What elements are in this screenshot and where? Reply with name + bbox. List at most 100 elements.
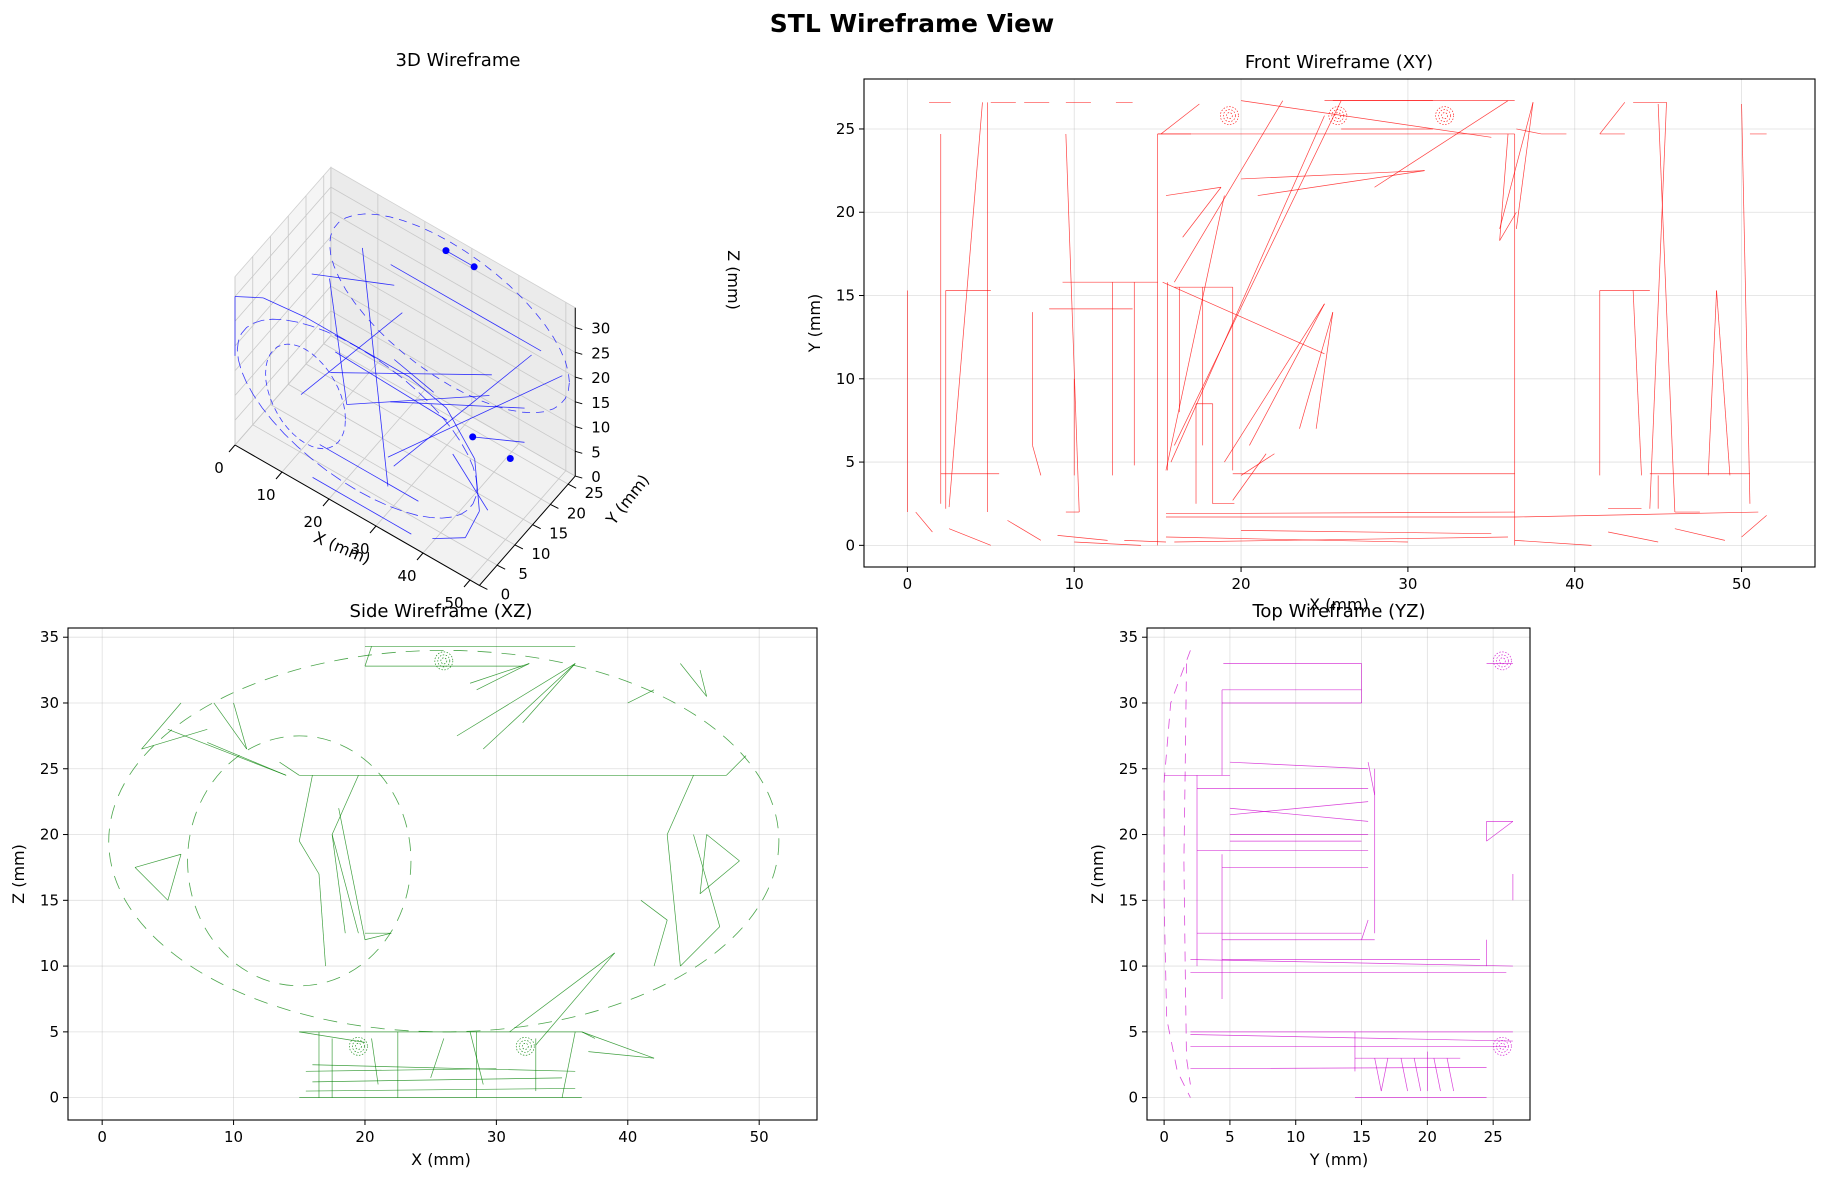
grid3d-z-left (234, 335, 332, 446)
tick3d-y-mark (532, 524, 541, 530)
top-xlabel: Y (mm) (1309, 1150, 1369, 1169)
top-xtick-label: 10 (1286, 1128, 1305, 1146)
wire3d-segment (472, 436, 525, 443)
side-wire-segment (680, 663, 707, 697)
tick3d-y-mark (496, 564, 506, 570)
front-ytick-label: 5 (845, 453, 855, 471)
top-wire-segment (1486, 821, 1514, 842)
wire3d-segment (393, 359, 434, 393)
front-wire-segment (1299, 312, 1334, 429)
tick3d-x-label: 20 (303, 513, 322, 531)
side-wire-segment (726, 755, 747, 776)
side-hole-ring (521, 1042, 529, 1050)
front-wire-segment (1499, 212, 1517, 241)
front-wire-segment (1516, 128, 1542, 135)
side-wire-segment (312, 1064, 576, 1072)
side-wire-segment (167, 728, 287, 776)
side-hole-ring (355, 1042, 362, 1050)
tick3d-y-mark (550, 503, 559, 509)
grid3d-y-floor (288, 383, 533, 525)
wire3d-hole (470, 263, 478, 271)
side-wire-ring (108, 649, 780, 1033)
grid3d-x-floor (281, 362, 379, 473)
top-hole-ring (1493, 1036, 1512, 1056)
side-wire-segment (706, 834, 740, 862)
side-wire-segment (364, 932, 392, 941)
wire3d-segment (362, 247, 389, 487)
front-wire-segment (1315, 312, 1334, 429)
side-xlabel: X (mm) (411, 1150, 471, 1169)
front-hole-ring (1441, 112, 1448, 119)
side-wire-segment (699, 670, 707, 697)
grid3d-z-back (330, 285, 576, 427)
top-wire-segment (1229, 807, 1369, 822)
front-ytick-label: 10 (836, 370, 855, 388)
front-wire-segment (1057, 535, 1108, 541)
side-ytick-label: 10 (40, 957, 59, 975)
front-wire-segment (1174, 100, 1284, 283)
side-xtick-label: 20 (355, 1128, 374, 1146)
front-wire-segment (1707, 290, 1717, 476)
side-wire-segment (167, 854, 182, 901)
top-xtick-label: 5 (1225, 1128, 1235, 1146)
side-hole-ring (518, 1039, 532, 1053)
top-xtick-label: 15 (1352, 1128, 1371, 1146)
wire3d-segment (390, 401, 525, 409)
side-wire-segment (640, 900, 668, 921)
side-frame (67, 627, 818, 1121)
side-wire-segment (535, 952, 615, 1046)
grid3d-y-floor (305, 363, 551, 505)
top-hole-ring (1496, 1039, 1509, 1053)
front-wire-segment (1241, 170, 1425, 180)
panel-3d-title: 3D Wireframe (396, 50, 521, 71)
side-ytick-label: 5 (49, 1023, 59, 1041)
front-ytick-label: 0 (845, 536, 855, 554)
side-wire-segment (312, 1077, 563, 1083)
front-hole-ring (1334, 112, 1342, 119)
side-wire-segment (364, 646, 372, 667)
front-wire-segment (1162, 281, 1325, 355)
top-xtick-label: 0 (1159, 1128, 1169, 1146)
wire3d-segment (311, 273, 395, 286)
grid3d-z-back (330, 236, 576, 378)
tick3d-z-label: 0 (591, 468, 601, 486)
tick3d-y-mark (567, 483, 577, 489)
grid3d-z-left (234, 310, 332, 421)
panel-front-wireframe: Front Wireframe (XY) 0 10 20 30 40 50 0 5 10 15 20… (805, 52, 1816, 614)
side-ytick-label: 25 (40, 760, 59, 778)
grid3d-z-left (234, 236, 332, 347)
panel-side-wireframe: Side Wireframe (XZ) 0 10 20 30 40 50 0 5 10 15 20 2… (9, 601, 818, 1169)
tick3d-z-label: 20 (591, 369, 610, 387)
wire3d-segment (346, 395, 490, 405)
panel-front-title: Front Wireframe (XY) (1245, 52, 1433, 73)
front-wire-segment (1232, 453, 1267, 501)
tick3d-x-mark (322, 498, 330, 507)
front-wire-segment (1160, 103, 1200, 135)
top-wire-segment (1190, 1034, 1513, 1042)
side-wire-segment (627, 689, 655, 704)
panel-top-wireframe: 0 5 10 15 20 25 0 5 10 15 20 25 30 35 Top Wireframe (… (1088, 601, 1531, 1169)
tick3d-y-label: 20 (567, 504, 586, 522)
front-hole-ring (1438, 109, 1451, 122)
wire3d-hole (506, 455, 514, 462)
side-wire-segment (134, 867, 169, 901)
front-wire-segment (1165, 195, 1225, 471)
wire3d-segment (452, 453, 489, 511)
panel-top-title: Top Wireframe (YZ) (1251, 601, 1425, 622)
front-xtick-label: 30 (1398, 575, 1417, 593)
top-ticks: 0 5 10 15 20 25 0 5 10 15 20 25 30 35 (1119, 628, 1503, 1146)
tick3d-z-label: 15 (591, 394, 610, 412)
front-frame (863, 78, 1816, 568)
tick3d-z-mark (575, 450, 583, 454)
side-xtick-label: 0 (97, 1128, 107, 1146)
tick3d-x-mark (416, 552, 424, 561)
front-wire-segment (1514, 540, 1592, 546)
front-wire-segment (1374, 100, 1509, 188)
top-ytick-label: 15 (1119, 891, 1138, 909)
panel-side-title: Side Wireframe (XZ) (350, 601, 533, 622)
side-wire-segment (693, 834, 721, 927)
wire3d-segment (445, 250, 475, 268)
front-ylabel: Y (mm) (805, 294, 824, 354)
front-wire-segment (1224, 303, 1325, 463)
